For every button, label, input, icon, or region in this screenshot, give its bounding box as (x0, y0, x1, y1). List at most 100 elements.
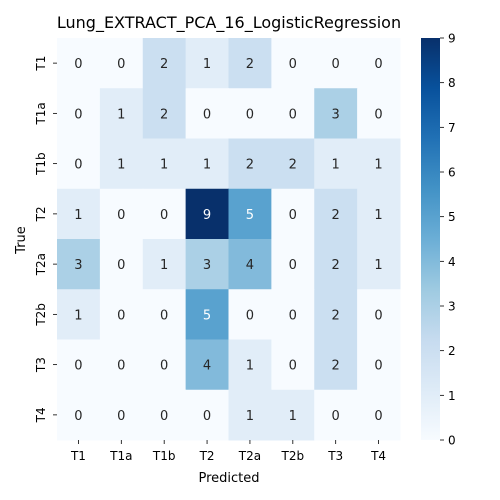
heatmap-cell (228, 239, 272, 290)
heatmap-cell (142, 239, 187, 290)
heatmap-cell (57, 389, 101, 441)
heatmap-cell (228, 138, 272, 190)
cell-value-label: 2 (160, 107, 168, 122)
colorbar-tick-label: 3 (448, 300, 456, 314)
heatmap-cell (99, 339, 144, 391)
heatmap-cell (314, 239, 358, 290)
y-tick-label: T4 (34, 407, 48, 423)
cell-value-label: 4 (246, 258, 254, 273)
cell-value-label: 0 (332, 57, 340, 72)
cell-value-label: 0 (374, 57, 382, 72)
colorbar-tick-label: 7 (448, 121, 456, 135)
heatmap-cell (357, 38, 401, 89)
cell-value-label: 0 (289, 308, 297, 323)
heatmap-cell (357, 188, 401, 240)
heatmap-cell (185, 138, 229, 190)
cell-value-label: 3 (332, 107, 340, 122)
cell-value-label: 0 (74, 409, 82, 424)
x-tick-label: T1 (70, 449, 86, 463)
cell-value-label: 0 (289, 107, 297, 122)
heatmap-cell (357, 289, 401, 340)
heatmap-cell (314, 289, 358, 340)
x-axis: T1 T1a T1b T2 T2a T2b T3 T4 (70, 440, 386, 463)
heatmap-cell (185, 38, 229, 89)
heatmap-cell (142, 38, 187, 89)
heatmap-cell (57, 138, 101, 190)
cell-value-label: 1 (374, 158, 382, 173)
colorbar-tick-label: 9 (448, 32, 456, 46)
x-tick-label: T3 (327, 449, 343, 463)
heatmap-cell (228, 188, 272, 240)
heatmap-cell (57, 38, 101, 89)
cell-value-label: 3 (74, 258, 82, 273)
heatmap-cell (357, 389, 401, 441)
heatmap-cell (271, 88, 315, 139)
cell-value-label: 1 (246, 409, 254, 424)
y-axis: T1 T1a T1b T2 T2a T2b T3 T4 (34, 56, 57, 423)
heatmap-cell (185, 88, 229, 139)
heatmap-cell (357, 138, 401, 190)
heatmap-cell (271, 289, 315, 340)
cell-value-label: 4 (203, 359, 211, 374)
cell-value-label: 0 (374, 107, 382, 122)
cell-value-label: 2 (160, 57, 168, 72)
cell-value-label: 1 (160, 258, 168, 273)
cell-value-label: 0 (246, 107, 254, 122)
cell-value-label: 1 (74, 308, 82, 323)
heatmap-cell (314, 38, 358, 89)
colorbar-tick-label: 5 (448, 210, 456, 224)
heatmap-cell (99, 138, 144, 190)
y-tick-label: T2a (34, 253, 48, 276)
cell-value-label: 0 (74, 107, 82, 122)
y-tick-label: T2 (34, 206, 48, 222)
cell-value-label: 1 (160, 158, 168, 173)
colorbar-tick-label: 2 (448, 344, 456, 358)
heatmap-cell (57, 239, 101, 290)
cell-value-label: 0 (74, 57, 82, 72)
y-tick-label: T1a (34, 102, 48, 125)
cell-value-label: 0 (160, 409, 168, 424)
cell-value-label: 1 (374, 208, 382, 223)
heatmap-cell (142, 138, 187, 190)
colorbar-gradient (421, 38, 440, 440)
heatmap-cell (99, 38, 144, 89)
y-tick-label: T3 (34, 357, 48, 373)
cell-value-label: 2 (332, 359, 340, 374)
heatmap-cell (57, 88, 101, 139)
colorbar-tick-label: 6 (448, 166, 456, 180)
heatmap-cell (142, 289, 187, 340)
y-tick-label: T1 (34, 56, 48, 72)
heatmap-cell (271, 188, 315, 240)
cell-value-label: 2 (332, 308, 340, 323)
cell-value-label: 0 (374, 409, 382, 424)
heatmap-cell (357, 239, 401, 290)
cell-value-label: 9 (203, 208, 211, 223)
x-axis-label: Predicted (198, 471, 259, 486)
heatmap-cell (314, 339, 358, 391)
cell-value-label: 0 (74, 359, 82, 374)
cell-value-label: 0 (117, 359, 125, 374)
heatmap-cell (271, 138, 315, 190)
cell-value-label: 1 (74, 208, 82, 223)
heatmap-cell (185, 289, 229, 340)
heatmap-cell (314, 138, 358, 190)
heatmap-cell (99, 88, 144, 139)
y-tick-label: T1b (34, 152, 48, 176)
heatmap-cell (185, 188, 229, 240)
cell-value-label: 0 (332, 409, 340, 424)
cell-value-label: 0 (160, 208, 168, 223)
cell-value-label: 1 (203, 57, 211, 72)
cell-value-label: 0 (160, 359, 168, 374)
heatmap-cell (57, 289, 101, 340)
cell-value-label: 5 (246, 208, 254, 223)
heatmap-cell (142, 188, 187, 240)
cell-value-label: 0 (289, 57, 297, 72)
cell-value-label: 0 (117, 409, 125, 424)
heatmap-cell (271, 389, 315, 441)
cell-value-label: 5 (203, 308, 211, 323)
x-tick-label: T2b (281, 449, 305, 463)
cell-value-label: 2 (332, 258, 340, 273)
heatmap-cell (314, 389, 358, 441)
heatmap-cell (99, 389, 144, 441)
heatmap-cell (57, 339, 101, 391)
